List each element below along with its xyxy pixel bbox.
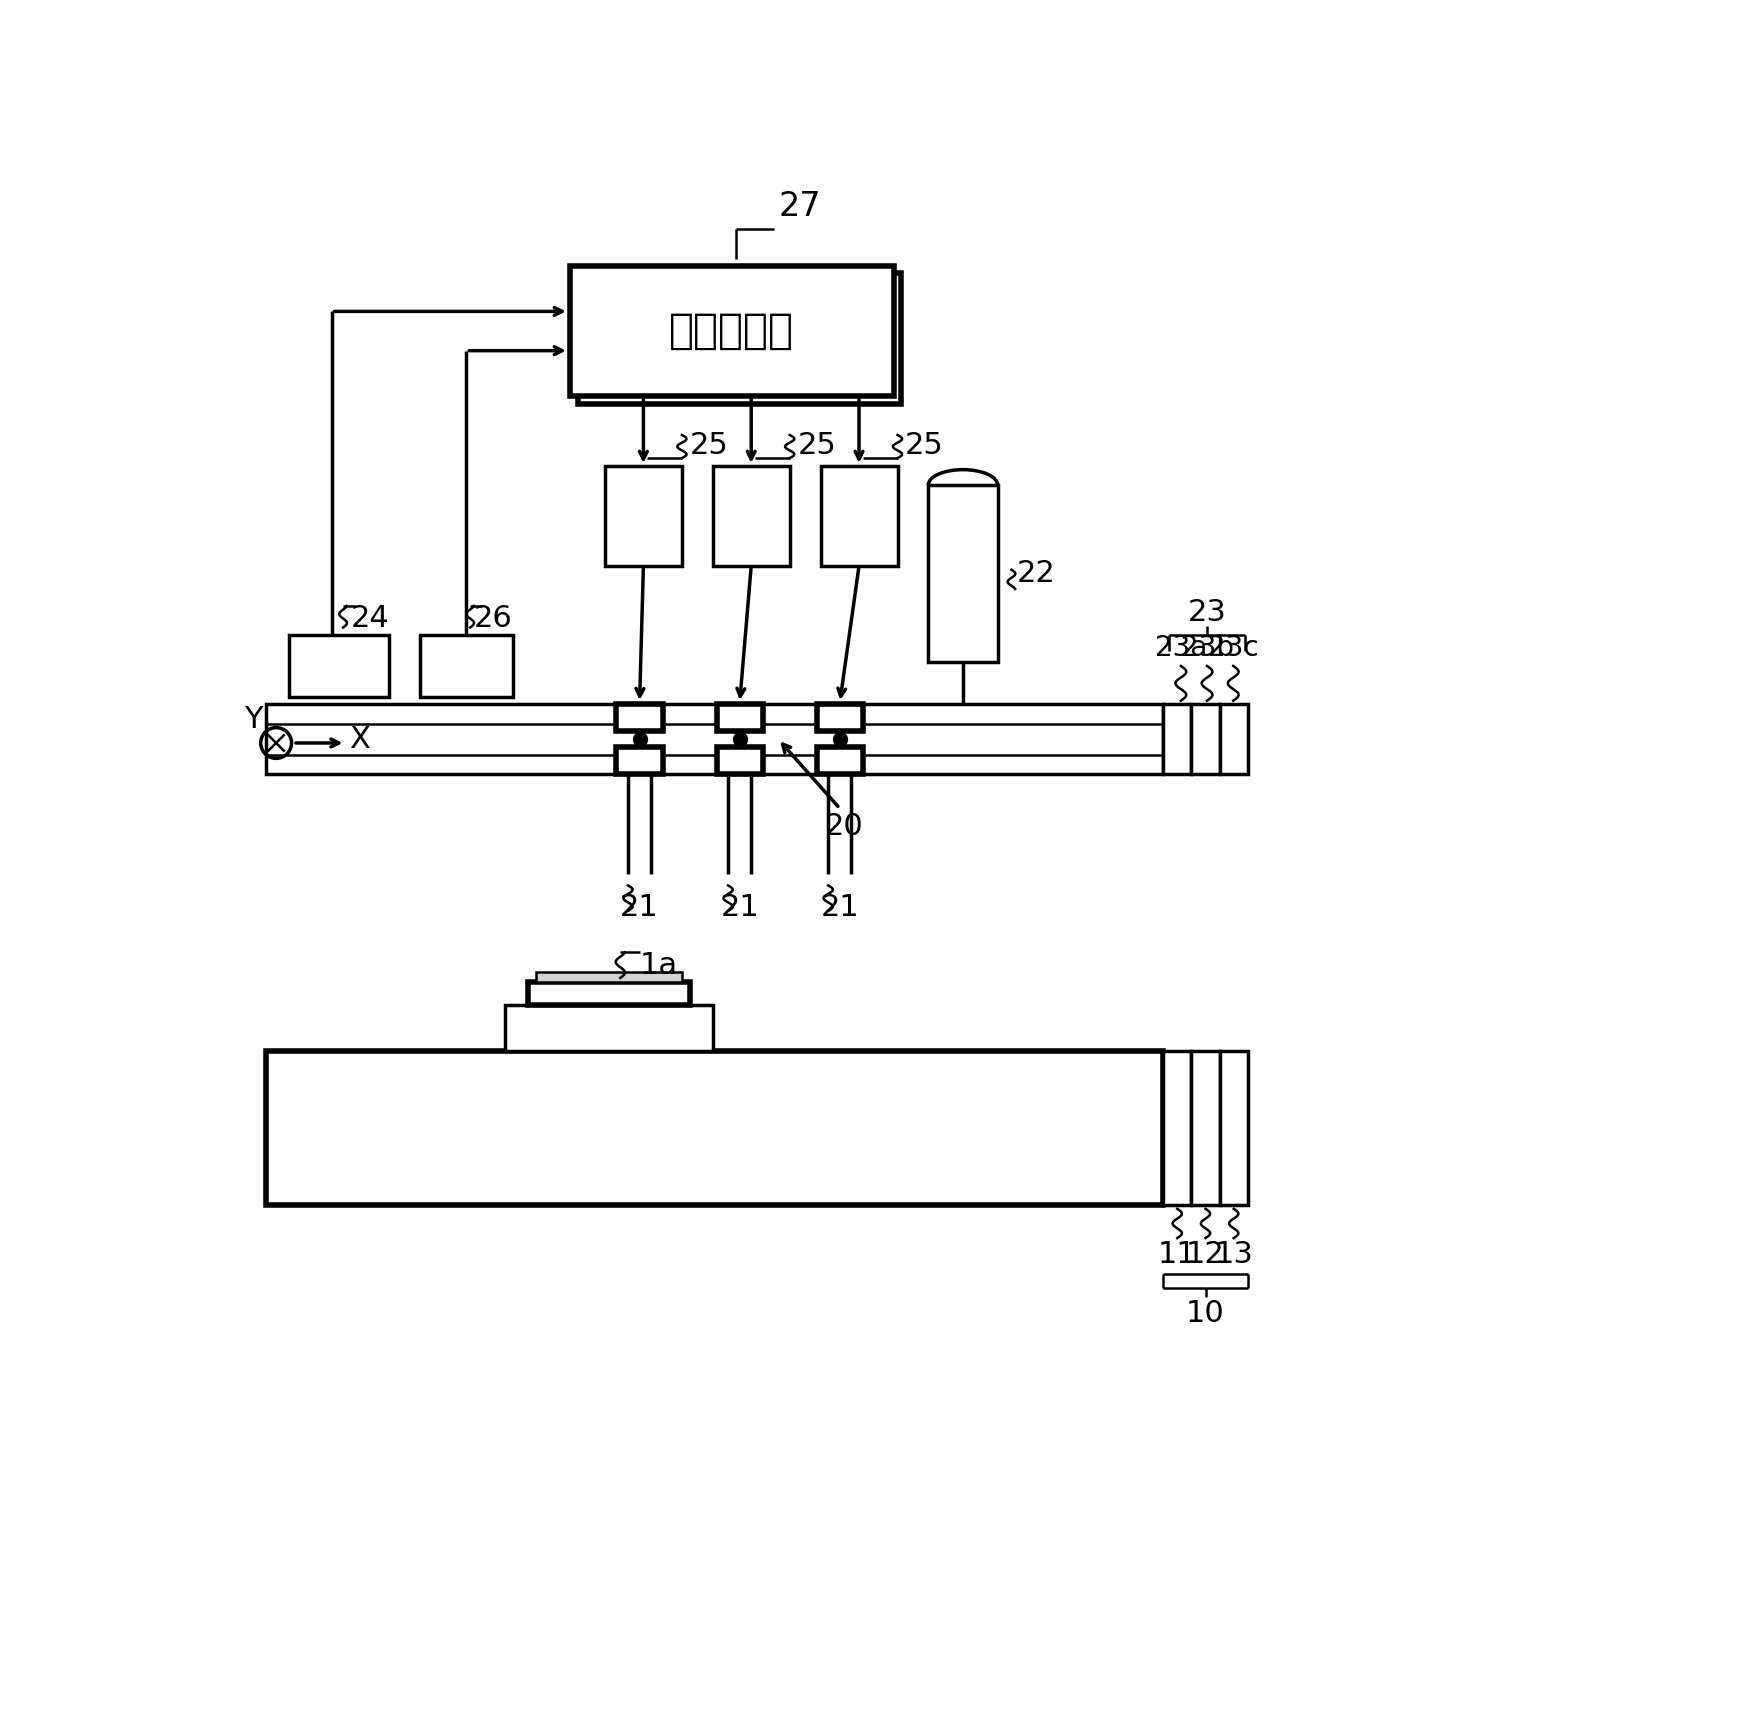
Bar — [535, 972, 683, 982]
Text: 21: 21 — [620, 894, 658, 921]
Bar — [816, 746, 863, 774]
Text: 21: 21 — [720, 894, 760, 921]
Text: 24: 24 — [351, 604, 390, 634]
Text: 12: 12 — [1186, 1240, 1225, 1268]
Bar — [1164, 1051, 1192, 1205]
Text: 23b: 23b — [1181, 634, 1234, 662]
Text: 21: 21 — [820, 894, 860, 921]
Bar — [1220, 1051, 1248, 1205]
Text: Y: Y — [244, 705, 261, 734]
Bar — [716, 705, 763, 731]
Text: 信号分离器: 信号分离器 — [669, 310, 795, 352]
Text: 13: 13 — [1214, 1240, 1253, 1268]
Text: 26: 26 — [474, 604, 512, 634]
Bar — [505, 1005, 713, 1051]
Bar — [816, 705, 863, 731]
Text: 25: 25 — [690, 431, 728, 461]
Bar — [716, 746, 763, 774]
Bar — [290, 636, 390, 696]
Text: 23c: 23c — [1207, 634, 1258, 662]
Bar — [616, 705, 663, 731]
Bar — [577, 274, 902, 404]
Text: 25: 25 — [906, 431, 944, 461]
Text: 10: 10 — [1186, 1299, 1225, 1328]
Text: 20: 20 — [825, 812, 863, 842]
Bar — [570, 265, 893, 397]
Text: 27: 27 — [777, 191, 821, 223]
Bar — [605, 466, 683, 566]
Bar — [713, 466, 790, 566]
Text: 23a: 23a — [1155, 634, 1207, 662]
Bar — [821, 466, 897, 566]
Bar — [1164, 705, 1192, 774]
Text: 1a: 1a — [639, 951, 677, 980]
Bar — [267, 705, 1164, 774]
Text: 25: 25 — [797, 431, 835, 461]
Bar — [616, 746, 663, 774]
Bar — [528, 982, 690, 1005]
Text: 23: 23 — [1188, 599, 1227, 627]
Text: 22: 22 — [1016, 559, 1055, 589]
Bar — [1220, 705, 1248, 774]
Bar — [928, 485, 997, 662]
Text: X: X — [349, 724, 370, 753]
Bar — [419, 636, 512, 696]
Bar — [1192, 1051, 1220, 1205]
Bar — [1192, 705, 1220, 774]
Bar — [267, 1051, 1164, 1205]
Text: 11: 11 — [1158, 1240, 1197, 1268]
